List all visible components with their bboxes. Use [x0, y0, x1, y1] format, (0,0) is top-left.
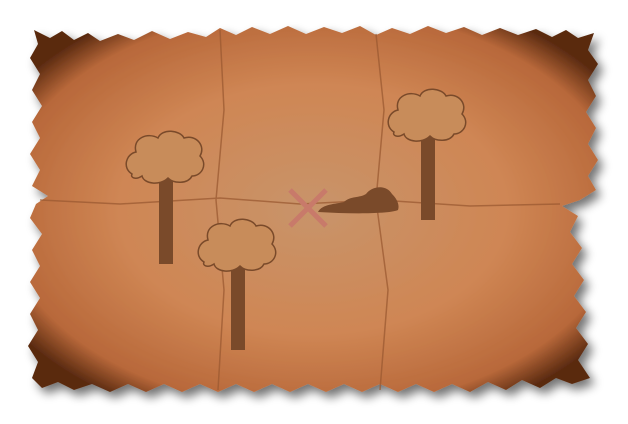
tree-icon	[387, 88, 467, 220]
parchment-sheet	[28, 26, 598, 392]
fold-line-vertical-left	[215, 29, 225, 391]
parchment	[28, 26, 598, 392]
tree-canopy	[387, 88, 467, 142]
fold-line-horizontal	[39, 197, 561, 207]
tree-canopy	[125, 130, 205, 184]
tree-trunk	[421, 132, 435, 220]
tree-icon	[197, 218, 277, 350]
tree-trunk	[231, 262, 245, 350]
x-mark-icon	[288, 188, 328, 228]
tree-icon	[125, 130, 205, 264]
tree-canopy	[197, 218, 277, 272]
rock-icon	[318, 187, 399, 214]
tree-trunk	[159, 174, 173, 264]
